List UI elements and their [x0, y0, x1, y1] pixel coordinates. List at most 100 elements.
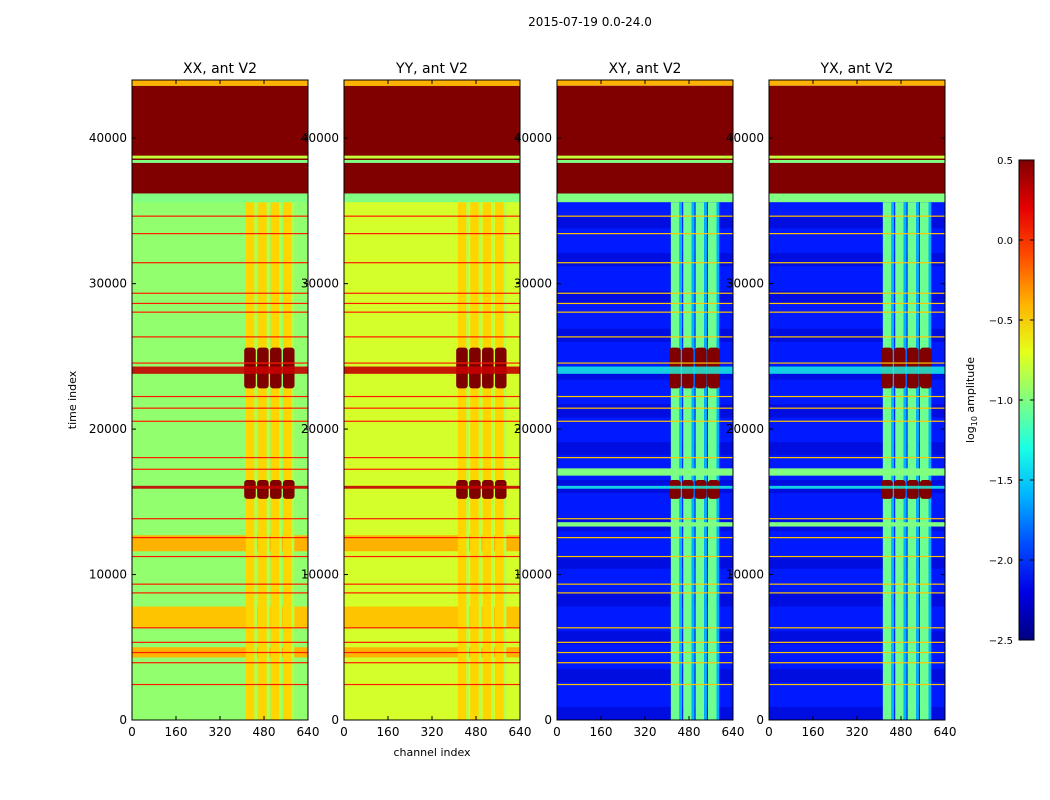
- x-tick-label: 640: [297, 725, 320, 739]
- rfi-time-line: [557, 407, 733, 409]
- rfi-time-line: [344, 641, 520, 643]
- rfi-gap: [266, 202, 270, 720]
- saturated-band: [769, 160, 945, 163]
- rfi-time-line: [769, 262, 945, 264]
- rfi-time-line: [769, 292, 945, 294]
- rfi-time-band: [769, 366, 945, 374]
- saturated-band: [132, 155, 308, 159]
- rfi-time-line: [344, 215, 520, 217]
- y-tick-label: 0: [756, 713, 764, 727]
- burst-block: [257, 480, 269, 499]
- y-tick-label: 0: [119, 713, 127, 727]
- y-tick-label: 10000: [301, 568, 339, 582]
- colorbar-tick-label: −0.5: [989, 316, 1013, 327]
- burst-block: [695, 480, 707, 499]
- rfi-stripe: [895, 202, 904, 720]
- heatmap-image: [769, 80, 945, 720]
- y-tick-label: 30000: [726, 277, 764, 291]
- y-tick-label: 10000: [89, 568, 127, 582]
- panel-xy: XY, ant V2 0 160 320 480 640 0 10000 20000 30000 4…: [514, 61, 745, 739]
- rfi-time-line: [557, 627, 733, 629]
- burst-block: [494, 480, 507, 499]
- x-tick-label: 480: [465, 725, 488, 739]
- rfi-time-band: [132, 485, 308, 489]
- x-tick-label: 640: [934, 725, 957, 739]
- rfi-time-line: [132, 537, 308, 539]
- y-tick-label: 40000: [726, 131, 764, 145]
- panel-yy: YY, ant V2 0 160 320 480 640 0 10000 20000 30000 4…: [301, 61, 532, 759]
- rfi-time-line: [132, 627, 308, 629]
- rfi-time-line: [132, 336, 308, 338]
- flag-band: [557, 193, 733, 203]
- rfi-time-band: [132, 366, 308, 374]
- rfi-time-line: [132, 420, 308, 422]
- rfi-time-line: [344, 651, 520, 654]
- rfi-time-line: [769, 683, 945, 686]
- rfi-stripe: [457, 202, 467, 720]
- rfi-time-line: [557, 641, 733, 643]
- burst-block: [456, 480, 468, 499]
- y-tick-label: 20000: [726, 422, 764, 436]
- rfi-time-line: [769, 336, 945, 338]
- saturated-band: [132, 85, 308, 194]
- colorbar-tick-label: −2.0: [989, 556, 1013, 567]
- burst-block: [707, 480, 720, 499]
- saturated-band: [344, 85, 520, 194]
- rfi-stripe: [683, 202, 692, 720]
- panel-yx: YX, ant V2 0 160 320 480 640 0 10000 20000 30000 4…: [726, 61, 957, 739]
- rfi-gap: [466, 202, 470, 720]
- rfi-time-line: [557, 518, 733, 520]
- rfi-time-line: [344, 395, 520, 398]
- rfi-time-line: [344, 518, 520, 520]
- rfi-time-line: [344, 583, 520, 585]
- rfi-time-line: [769, 395, 945, 398]
- x-tick-label: 0: [765, 725, 773, 739]
- rfi-time-line: [557, 395, 733, 398]
- x-tick-label: 0: [340, 725, 348, 739]
- flag-band: [344, 193, 520, 203]
- rfi-time-line: [557, 302, 733, 305]
- rfi-gap: [903, 202, 907, 720]
- x-tick-label: 160: [165, 725, 188, 739]
- rfi-time-line: [132, 362, 308, 364]
- flag-band: [557, 468, 733, 476]
- y-tick-label: 20000: [301, 422, 339, 436]
- rfi-stripe: [494, 202, 504, 720]
- x-tick-label: 480: [253, 725, 276, 739]
- rfi-time-line: [344, 302, 520, 305]
- x-tick-label: 320: [421, 725, 444, 739]
- y-tick-label: 0: [544, 713, 552, 727]
- rfi-time-line: [344, 336, 520, 338]
- colorbar-tick-label: −1.0: [989, 396, 1013, 407]
- x-tick-label: 640: [509, 725, 532, 739]
- y-tick-label: 20000: [514, 422, 552, 436]
- rfi-time-line: [132, 583, 308, 585]
- rfi-time-line: [769, 651, 945, 654]
- rfi-time-line: [132, 302, 308, 305]
- rfi-time-line: [132, 641, 308, 643]
- panel-title: YX, ant V2: [820, 61, 894, 77]
- rfi-gap: [679, 202, 683, 720]
- rfi-time-line: [132, 592, 308, 594]
- rfi-time-line: [132, 518, 308, 520]
- rfi-time-line: [557, 420, 733, 422]
- rfi-time-band: [557, 485, 733, 489]
- rfi-time-line: [557, 311, 733, 313]
- rfi-time-line: [557, 336, 733, 338]
- saturated-band: [557, 160, 733, 163]
- rfi-stripe: [707, 202, 717, 720]
- y-tick-label: 20000: [89, 422, 127, 436]
- panels: XX, ant V2 0 160 320 480 640 0 10000 20000 30000 4…: [66, 61, 956, 759]
- rfi-stripe: [919, 202, 929, 720]
- figure-suptitle: 2015-07-19 0.0-24.0: [528, 15, 652, 29]
- rfi-time-line: [132, 262, 308, 264]
- heatmap-image: [132, 80, 308, 720]
- rfi-time-line: [557, 362, 733, 364]
- panel-xx: XX, ant V2 0 160 320 480 640 0 10000 20000 30000 4…: [66, 61, 319, 739]
- flag-band: [769, 522, 945, 527]
- rfi-time-line: [344, 683, 520, 686]
- rfi-time-line: [769, 407, 945, 409]
- rfi-time-line: [132, 407, 308, 409]
- rfi-time-line: [769, 592, 945, 594]
